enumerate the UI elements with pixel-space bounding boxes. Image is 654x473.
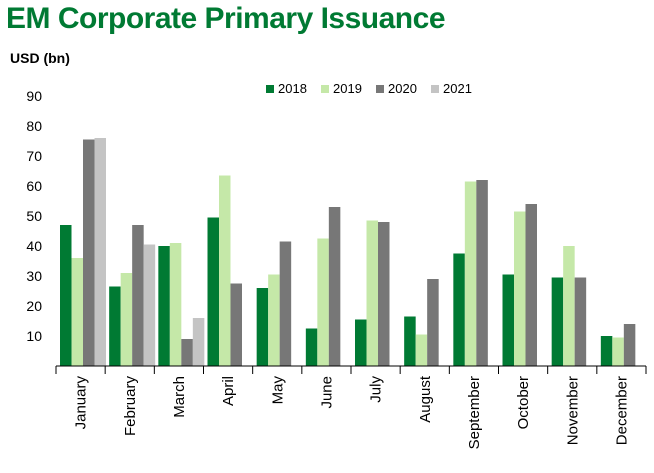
bar-2019-september	[464, 181, 477, 366]
bar-2020-november	[574, 277, 587, 366]
y-tick-label: 60	[26, 178, 42, 194]
bar-2019-february	[120, 273, 133, 366]
bar-2018-march	[158, 246, 170, 366]
bar-2021-january	[94, 138, 106, 366]
legend-label-2021: 2021	[443, 81, 472, 96]
x-tick-label: September	[466, 376, 483, 449]
bar-2020-february	[132, 225, 144, 366]
bar-2020-october	[525, 204, 537, 366]
bar-2019-august	[415, 334, 428, 366]
y-tick-label: 90	[26, 88, 42, 104]
bar-2018-may	[256, 288, 269, 366]
x-tick-label: November	[564, 376, 581, 445]
bar-2020-june	[328, 207, 341, 366]
x-tick-label: June	[318, 376, 335, 409]
legend-swatch-2020	[376, 85, 384, 93]
x-tick-label: December	[613, 376, 630, 445]
bar-2021-march	[192, 318, 205, 366]
bar-2020-march	[181, 339, 193, 366]
y-tick-label: 30	[26, 268, 42, 284]
y-tick-label: 40	[26, 238, 42, 254]
bar-2018-april	[207, 217, 219, 366]
x-tick-label: July	[368, 376, 385, 403]
bar-2020-april	[230, 283, 242, 366]
y-tick-label: 80	[26, 118, 42, 134]
bar-2019-january	[71, 258, 83, 366]
legend-swatch-2019	[321, 85, 329, 93]
legend-swatch-2018	[266, 85, 274, 93]
y-tick-label: 70	[26, 148, 42, 164]
legend-swatch-2021	[431, 85, 439, 93]
y-tick-label: 10	[26, 328, 42, 344]
bar-2021-february	[143, 244, 156, 366]
bar-2018-october	[502, 274, 514, 366]
bar-2018-september	[453, 253, 465, 366]
bar-2018-december	[600, 336, 613, 366]
bar-2020-september	[476, 180, 488, 366]
x-tick-label: August	[417, 375, 434, 423]
bar-2019-april	[219, 175, 231, 366]
chart-title: EM Corporate Primary Issuance	[6, 2, 446, 35]
bar-2019-november	[563, 246, 575, 366]
bar-2019-july	[366, 220, 378, 366]
bar-2018-january	[60, 225, 72, 366]
x-tick-label: January	[73, 376, 90, 430]
x-tick-label: February	[122, 376, 139, 437]
bar-2019-march	[169, 243, 182, 366]
bar-2020-august	[427, 279, 439, 366]
bar-2018-november	[551, 277, 564, 366]
bar-2020-july	[378, 222, 390, 366]
bar-2019-october	[514, 211, 526, 366]
bar-2019-may	[268, 274, 280, 366]
legend-label-2020: 2020	[388, 81, 417, 96]
bar-2020-may	[279, 241, 292, 366]
x-tick-label: May	[269, 376, 286, 405]
x-tick-label: April	[220, 376, 237, 406]
bar-2018-july	[355, 319, 367, 366]
bar-2018-february	[109, 286, 121, 366]
legend-label-2019: 2019	[333, 81, 362, 96]
y-tick-label: 50	[26, 208, 42, 224]
bar-2020-december	[623, 324, 636, 366]
bar-2019-december	[612, 337, 624, 366]
x-tick-label: March	[171, 376, 188, 418]
bar-2020-january	[83, 139, 95, 366]
bar-2019-june	[317, 238, 329, 366]
bar-2018-june	[305, 328, 318, 366]
y-axis-unit-label: USD (bn)	[10, 50, 70, 66]
legend-label-2018: 2018	[278, 81, 307, 96]
bar-2018-august	[404, 316, 416, 366]
x-tick-label: October	[515, 376, 532, 429]
y-tick-label: 20	[26, 298, 42, 314]
